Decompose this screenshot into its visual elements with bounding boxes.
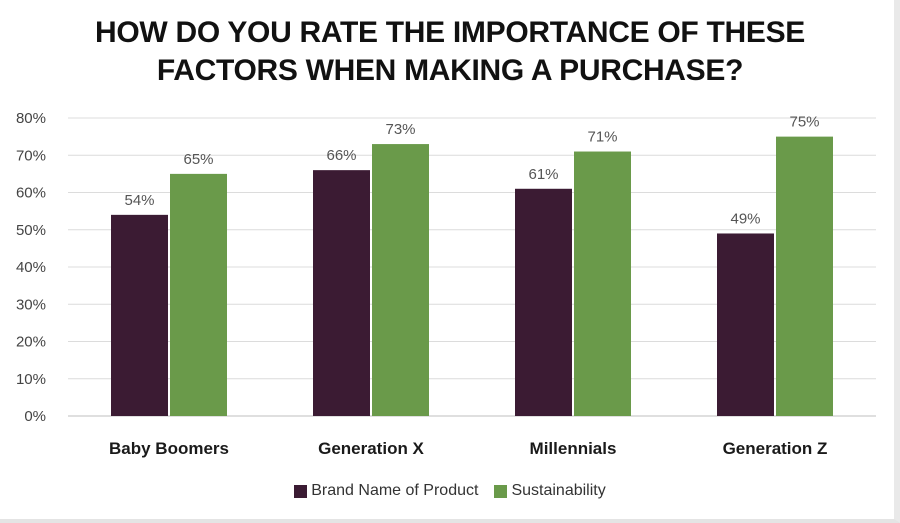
bar-brand — [515, 188, 572, 416]
data-label: 61% — [528, 166, 558, 183]
bar-brand — [111, 214, 168, 416]
data-label: 54% — [124, 192, 154, 209]
data-label: 65% — [183, 151, 213, 168]
legend-label-sustainability: Sustainability — [511, 482, 606, 499]
chart-title-line-1: HOW DO YOU RATE THE IMPORTANCE OF THESE — [95, 16, 805, 49]
bar-sustainability — [776, 136, 833, 416]
x-category-label: Generation Z — [723, 439, 828, 458]
chart-legend: Brand Name of Product Sustainability — [0, 482, 900, 500]
legend-label-brand: Brand Name of Product — [311, 482, 479, 499]
data-label: 75% — [789, 114, 819, 131]
x-category-label: Generation X — [318, 439, 424, 458]
bar-brand — [313, 170, 370, 416]
legend-swatch-sustainability — [494, 484, 508, 498]
y-tick-label: 70% — [16, 147, 46, 164]
legend-item-sustainability: Sustainability — [494, 482, 606, 500]
bar-sustainability — [574, 151, 631, 416]
bar-sustainability — [372, 144, 429, 416]
data-label: 71% — [587, 129, 617, 146]
bar-brand — [717, 233, 774, 416]
data-label: 66% — [326, 147, 356, 164]
x-category-label: Baby Boomers — [109, 439, 229, 458]
y-tick-label: 60% — [16, 185, 46, 202]
y-tick-label: 80% — [16, 110, 46, 127]
data-label: 49% — [730, 210, 760, 227]
y-tick-label: 0% — [24, 408, 46, 425]
y-tick-label: 20% — [16, 334, 46, 351]
legend-swatch-brand — [294, 484, 308, 498]
data-label: 73% — [385, 121, 415, 138]
y-tick-label: 30% — [16, 296, 46, 313]
bar-sustainability — [170, 173, 227, 416]
x-category-label: Millennials — [530, 439, 617, 458]
chart-title: HOW DO YOU RATE THE IMPORTANCE OF THESE … — [0, 14, 900, 90]
y-tick-label: 10% — [16, 371, 46, 388]
y-tick-label: 50% — [16, 222, 46, 239]
y-tick-label: 40% — [16, 259, 46, 276]
chart-title-line-2: FACTORS WHEN MAKING A PURCHASE? — [156, 54, 744, 87]
legend-item-brand: Brand Name of Product — [294, 482, 478, 500]
